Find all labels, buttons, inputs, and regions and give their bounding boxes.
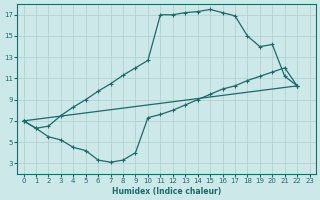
X-axis label: Humidex (Indice chaleur): Humidex (Indice chaleur): [112, 187, 221, 196]
